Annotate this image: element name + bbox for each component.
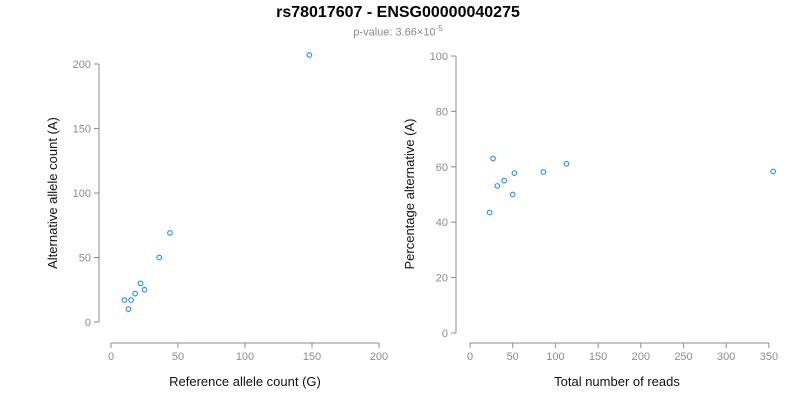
x-tick-label: 200 [370,351,388,363]
y-tick-label: 80 [436,106,448,118]
y-axis-title: Alternative allele count (A) [45,117,60,269]
data-point [509,191,516,198]
identity-line [100,55,388,332]
x-tick-label: 100 [236,351,254,363]
y-tick-label: 0 [442,328,448,340]
x-tick-label: 150 [303,351,321,363]
y-tick-label: 40 [436,217,448,229]
y-axis-title: Percentage alternative (A) [402,118,417,269]
y-tick-label: 150 [73,124,91,136]
x-tick-label: 300 [717,351,735,363]
x-tick-label: 50 [507,351,519,363]
data-point [128,297,134,303]
x-tick-label: 0 [108,351,114,363]
panel-left: 0 50 100 150 200 0 50 100 150 200 Reference allele… [45,51,388,389]
y-tick-label: 60 [436,162,448,174]
data-point [141,286,148,293]
data-point [540,169,547,175]
data-point [490,155,496,162]
x-tick-label: 350 [760,351,778,363]
data-point [486,209,493,216]
y-tick-label: 200 [73,59,91,71]
data-point [494,183,501,189]
x-tick-label: 100 [546,351,564,363]
y-tick-label: 20 [436,273,448,285]
y-tick-label: 0 [85,317,91,329]
data-point [306,52,313,58]
data-point [167,230,173,236]
x-tick-label: 50 [172,351,184,363]
data-point [137,280,144,287]
x-axis-title: Total number of reads [554,374,680,389]
x-axis-title: Reference allele count (G) [169,374,321,389]
y-tick-label: 50 [79,253,91,265]
data-point [563,160,570,167]
x-tick-label: 200 [632,351,650,363]
x-tick-label: 0 [467,351,473,363]
data-point [125,306,132,312]
data-point [511,170,518,177]
data-point [501,177,508,184]
fit-line [108,51,314,326]
panel-right: 0 20 40 60 80 100 0 50 100 150 200 250 300 350 Total n… [402,51,778,389]
data-point [132,290,138,297]
data-point [770,168,777,175]
x-tick-label: 250 [674,351,692,363]
y-tick-label: 100 [430,51,448,63]
data-point [156,254,163,261]
y-tick-label: 100 [73,188,91,200]
data-point [121,297,128,303]
x-tick-label: 150 [589,351,607,363]
